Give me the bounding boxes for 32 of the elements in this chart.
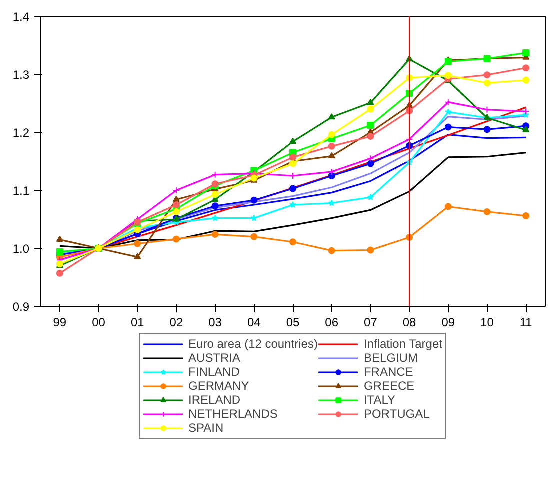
legend-label: BELGIUM <box>364 351 418 365</box>
y-tick-label: 1.4 <box>12 10 30 24</box>
y-tick-label: 1.1 <box>12 184 30 198</box>
legend-label: ITALY <box>364 393 396 407</box>
y-tick-label: 0.9 <box>12 300 30 314</box>
x-tick-label: 01 <box>130 316 145 330</box>
y-tick-label: 1.0 <box>12 242 30 256</box>
legend-label: GREECE <box>364 379 415 393</box>
x-tick-label: 10 <box>480 316 494 330</box>
legend-label: IRELAND <box>188 393 241 407</box>
legend-label: FINLAND <box>188 365 240 379</box>
legend-label: AUSTRIA <box>188 351 241 365</box>
x-tick-label: 03 <box>208 316 222 330</box>
x-tick-label: 04 <box>247 316 262 330</box>
x-tick-label: 99 <box>53 316 67 330</box>
x-tick-label: 06 <box>325 316 339 330</box>
legend-label: NETHERLANDS <box>188 407 278 421</box>
y-tick-label: 1.3 <box>12 68 30 82</box>
legend-label: Euro area (12 countries) <box>188 337 318 351</box>
x-tick-label: 11 <box>520 316 533 330</box>
legend-label: PORTUGAL <box>364 407 430 421</box>
x-tick-label: 07 <box>364 316 378 330</box>
x-tick-label: 02 <box>170 316 184 330</box>
x-tick-label: 08 <box>402 316 417 330</box>
x-tick-label: 05 <box>286 316 300 330</box>
legend-label: GERMANY <box>188 379 250 393</box>
legend-label: Inflation Target <box>364 337 442 351</box>
legend-label: SPAIN <box>188 421 224 435</box>
x-tick-label: 00 <box>92 316 106 330</box>
x-tick-label: 09 <box>442 316 456 330</box>
legend-label: FRANCE <box>364 365 414 379</box>
y-tick-label: 1.2 <box>12 126 30 140</box>
